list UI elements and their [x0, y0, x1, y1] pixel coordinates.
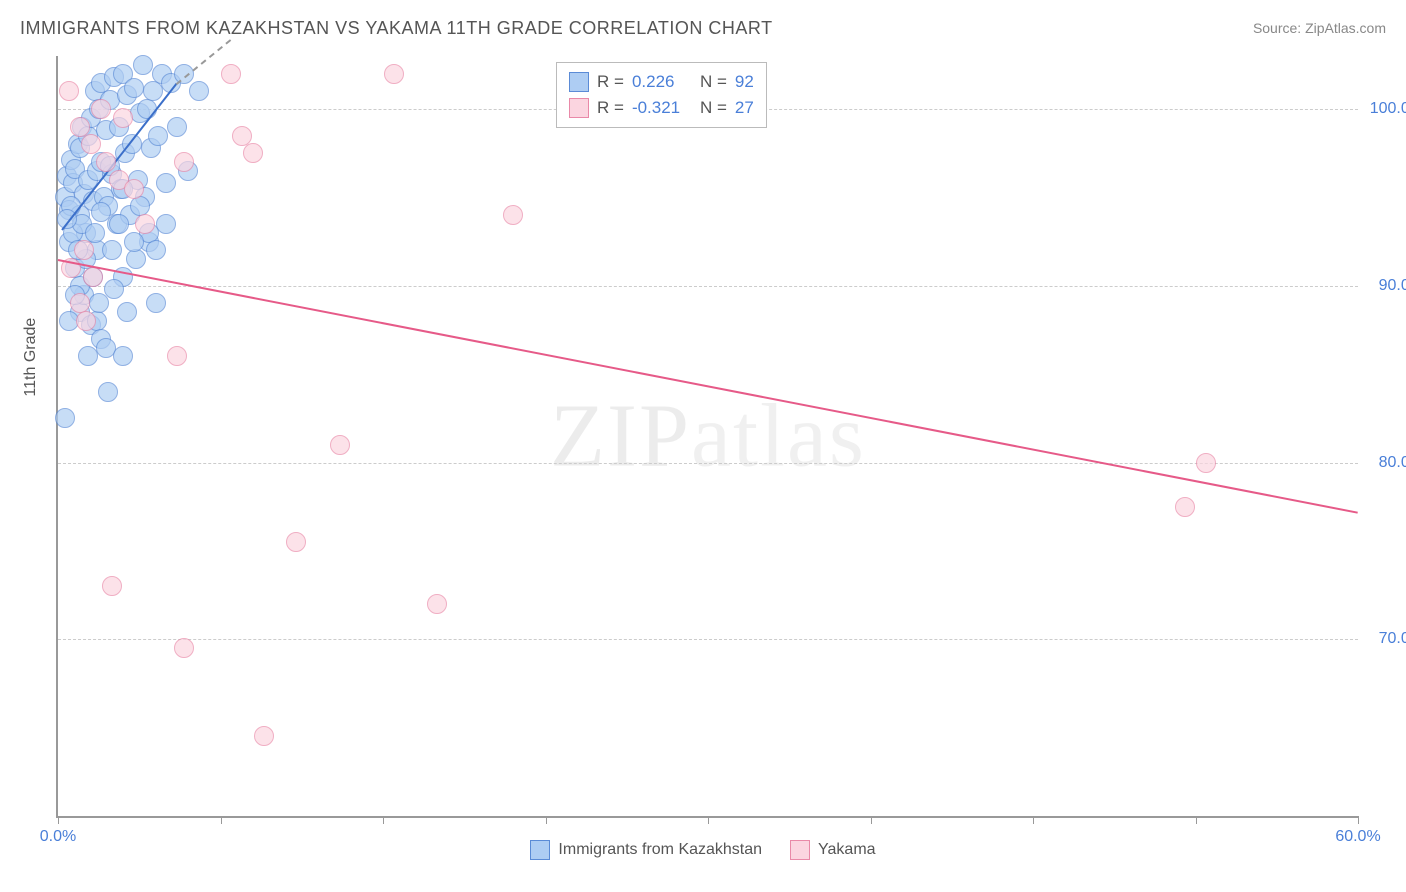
data-point	[91, 99, 111, 119]
stats-row: R = -0.321 N = 27	[569, 95, 754, 121]
data-point	[503, 205, 523, 225]
data-point	[174, 638, 194, 658]
x-tick	[546, 816, 547, 824]
n-label: N =	[700, 98, 727, 118]
data-point	[96, 152, 116, 172]
x-tick	[1358, 816, 1359, 824]
data-point	[113, 346, 133, 366]
gridline	[58, 639, 1358, 640]
chart-title: IMMIGRANTS FROM KAZAKHSTAN VS YAKAMA 11T…	[20, 18, 773, 39]
data-point	[117, 302, 137, 322]
data-point	[232, 126, 252, 146]
legend-item-yakama: Yakama	[790, 840, 876, 860]
stats-swatch	[569, 98, 589, 118]
data-point	[243, 143, 263, 163]
data-point	[133, 55, 153, 75]
r-value: 0.226	[632, 72, 692, 92]
data-point	[167, 346, 187, 366]
gridline	[58, 286, 1358, 287]
x-tick	[1033, 816, 1034, 824]
data-point	[130, 196, 150, 216]
data-point	[76, 311, 96, 331]
n-label: N =	[700, 72, 727, 92]
data-point	[109, 214, 129, 234]
legend-swatch-yakama	[790, 840, 810, 860]
bottom-legend: Immigrants from Kazakhstan Yakama	[0, 840, 1406, 860]
data-point	[221, 64, 241, 84]
data-point	[78, 346, 98, 366]
data-point	[135, 214, 155, 234]
legend-item-kazakhstan: Immigrants from Kazakhstan	[530, 840, 762, 860]
r-value: -0.321	[632, 98, 692, 118]
n-value: 27	[735, 98, 754, 118]
data-point	[174, 152, 194, 172]
watermark-b: atlas	[691, 387, 866, 486]
stats-swatch	[569, 72, 589, 92]
r-label: R =	[597, 72, 624, 92]
watermark-a: ZIP	[550, 387, 691, 486]
gridline	[58, 463, 1358, 464]
x-tick	[708, 816, 709, 824]
data-point	[70, 117, 90, 137]
data-point	[148, 126, 168, 146]
data-point	[98, 382, 118, 402]
data-point	[146, 293, 166, 313]
x-tick	[58, 816, 59, 824]
data-point	[1196, 453, 1216, 473]
x-tick	[1196, 816, 1197, 824]
y-axis-label: 11th Grade	[22, 318, 40, 397]
data-point	[254, 726, 274, 746]
data-point	[104, 279, 124, 299]
data-point	[189, 81, 209, 101]
data-point	[1175, 497, 1195, 517]
legend-label-kazakhstan: Immigrants from Kazakhstan	[558, 841, 762, 859]
n-value: 92	[735, 72, 754, 92]
data-point	[59, 81, 79, 101]
data-point	[102, 576, 122, 596]
data-point	[74, 240, 94, 260]
data-point	[126, 249, 146, 269]
data-point	[89, 293, 109, 313]
legend-swatch-kazakhstan	[530, 840, 550, 860]
r-label: R =	[597, 98, 624, 118]
data-point	[55, 408, 75, 428]
stats-row: R = 0.226 N = 92	[569, 69, 754, 95]
data-point	[167, 117, 187, 137]
data-point	[124, 179, 144, 199]
x-tick	[383, 816, 384, 824]
data-point	[286, 532, 306, 552]
source-label: Source: ZipAtlas.com	[1253, 20, 1386, 36]
data-point	[146, 240, 166, 260]
data-point	[102, 240, 122, 260]
data-point	[427, 594, 447, 614]
data-point	[124, 232, 144, 252]
data-point	[83, 267, 103, 287]
watermark: ZIPatlas	[550, 385, 866, 488]
data-point	[113, 108, 133, 128]
y-tick-label: 90.0%	[1379, 277, 1406, 295]
x-tick	[221, 816, 222, 824]
data-point	[156, 214, 176, 234]
data-point	[124, 78, 144, 98]
data-point	[156, 173, 176, 193]
data-point	[81, 134, 101, 154]
stats-legend: R = 0.226 N = 92 R = -0.321 N = 27	[556, 62, 767, 128]
plot-area: ZIPatlas 70.0%80.0%90.0%100.0%0.0%60.0%	[56, 56, 1358, 818]
legend-label-yakama: Yakama	[818, 841, 876, 859]
data-point	[330, 435, 350, 455]
y-tick-label: 100.0%	[1370, 100, 1406, 118]
data-point	[384, 64, 404, 84]
y-tick-label: 80.0%	[1379, 454, 1406, 472]
data-point	[85, 223, 105, 243]
data-point	[91, 202, 111, 222]
x-tick	[871, 816, 872, 824]
y-tick-label: 70.0%	[1379, 630, 1406, 648]
